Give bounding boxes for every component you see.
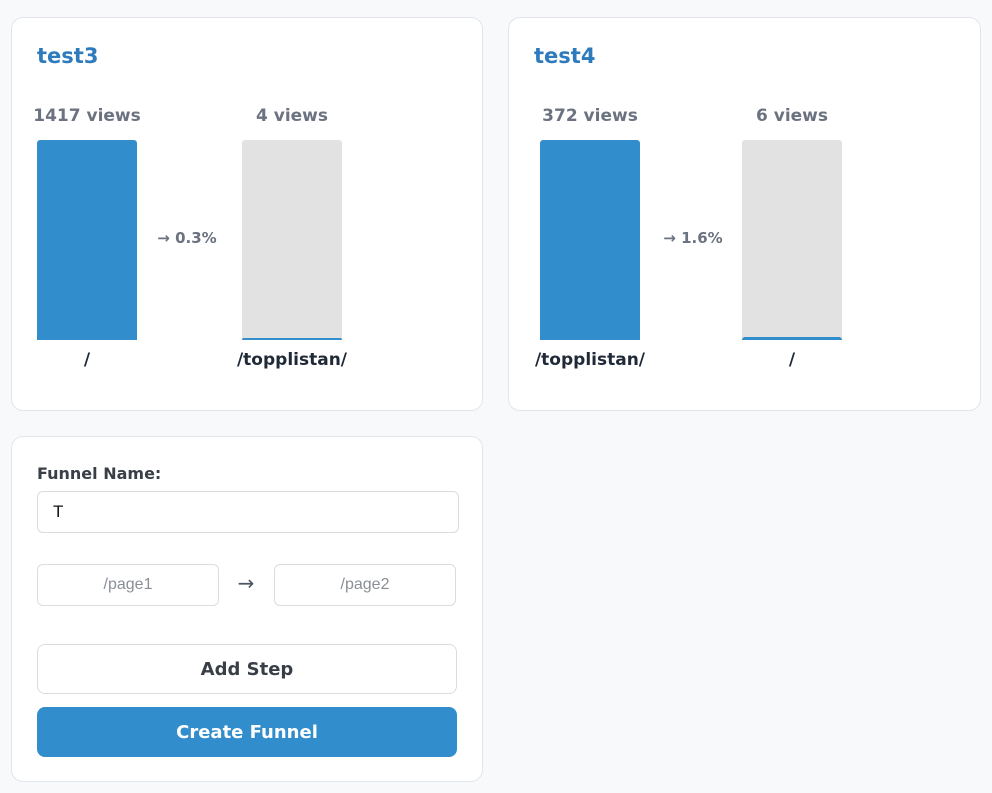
conversion-rate: → 1.6% bbox=[663, 229, 723, 247]
funnel-card: test4 372 views /topplistan/ → 1.6% 6 vi… bbox=[508, 17, 981, 411]
step-views: 4 views bbox=[255, 106, 328, 126]
arrow-right-icon: → bbox=[237, 571, 255, 595]
step-path-input[interactable] bbox=[37, 564, 219, 606]
funnel-title: test4 bbox=[534, 44, 596, 68]
add-step-button[interactable]: Add Step bbox=[37, 644, 457, 694]
step-bar-fill bbox=[242, 338, 342, 340]
step-views: 372 views bbox=[542, 106, 638, 126]
step-path: / bbox=[83, 350, 91, 370]
funnel-name-label: Funnel Name: bbox=[37, 464, 162, 483]
step-bar bbox=[742, 140, 842, 340]
funnel-title: test3 bbox=[37, 44, 99, 68]
step-bar-fill bbox=[742, 337, 842, 340]
conversion-rate: → 0.3% bbox=[157, 229, 217, 247]
step-path-input[interactable] bbox=[274, 564, 456, 606]
step-bar bbox=[37, 140, 137, 340]
step-bar bbox=[242, 140, 342, 340]
create-funnel-form: Funnel Name: → Add Step Create Funnel bbox=[11, 436, 483, 782]
funnel-name-input[interactable] bbox=[37, 491, 459, 533]
step-bar bbox=[540, 140, 640, 340]
step-bar-fill bbox=[540, 140, 640, 340]
step-views: 1417 views bbox=[33, 106, 141, 126]
step-path: /topplistan/ bbox=[534, 350, 646, 370]
step-views: 6 views bbox=[755, 106, 828, 126]
step-bar-fill bbox=[37, 140, 137, 340]
step-path: / bbox=[788, 350, 796, 370]
funnel-card: test3 1417 views / → 0.3% 4 views /toppl… bbox=[11, 17, 483, 411]
step-path: /topplistan/ bbox=[236, 350, 348, 370]
create-funnel-button[interactable]: Create Funnel bbox=[37, 707, 457, 757]
